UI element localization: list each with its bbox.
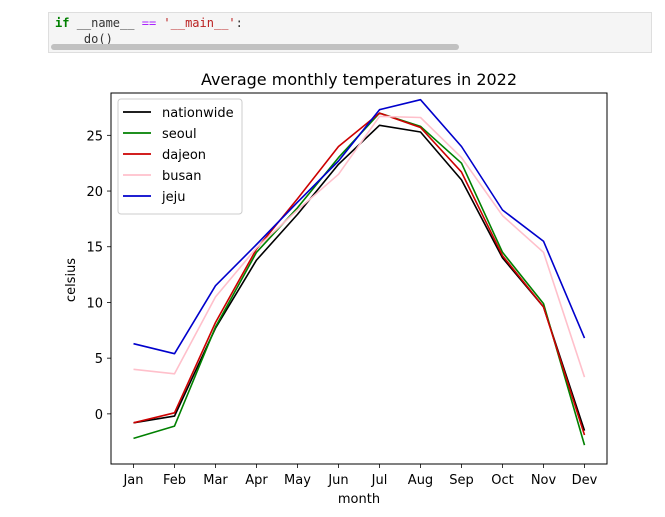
series-line-dajeon (133, 112, 586, 436)
x-tick-label: Mar (203, 473, 228, 488)
x-tick-label: Aug (408, 473, 433, 488)
series-line-busan (133, 115, 586, 378)
x-tick-label: Jun (327, 473, 348, 488)
x-axis-label: month (338, 492, 380, 507)
x-tick-label: Apr (245, 473, 268, 488)
code-dunder-name: __name__ (76, 16, 135, 30)
x-tick-label: Feb (163, 473, 186, 488)
code-text: if __name__ == '__main__': do() (55, 15, 243, 47)
y-tick-label: 20 (86, 185, 103, 200)
legend-label-seoul: seoul (162, 127, 197, 142)
legend-box (117, 98, 243, 215)
x-tick-label: Nov (531, 473, 557, 488)
y-tick-label: 25 (86, 129, 103, 144)
y-tick-label: 10 (86, 296, 103, 311)
y-tick-label: 5 (95, 352, 103, 367)
legend-label-jeju: jeju (161, 190, 185, 205)
code-colon: : (235, 16, 243, 30)
horizontal-scrollbar[interactable] (51, 44, 459, 50)
x-tick-label: Dev (572, 473, 598, 488)
plot-frame (110, 92, 608, 465)
x-tick-label: Jan (122, 473, 143, 488)
code-cell[interactable]: if __name__ == '__main__': do() (48, 12, 652, 53)
x-tick-label: Oct (491, 473, 513, 488)
legend-label-busan: busan (162, 169, 201, 184)
code-string: '__main__' (163, 16, 236, 30)
code-operator: == (141, 16, 157, 30)
series-line-jeju (133, 98, 586, 355)
y-tick-label: 15 (86, 241, 103, 256)
x-tick-label: Sep (449, 473, 474, 488)
code-keyword: if (55, 16, 70, 30)
legend-label-dajeon: dajeon (162, 148, 206, 163)
y-axis-label: celsius (64, 258, 79, 302)
chart-title: Average monthly temperatures in 2022 (201, 70, 517, 89)
code-line-2: do() (83, 32, 113, 46)
legend-label-nationwide: nationwide (162, 106, 234, 121)
y-tick-label: 0 (95, 408, 103, 423)
x-tick-label: May (284, 473, 311, 488)
x-tick-label: Jul (371, 473, 388, 488)
